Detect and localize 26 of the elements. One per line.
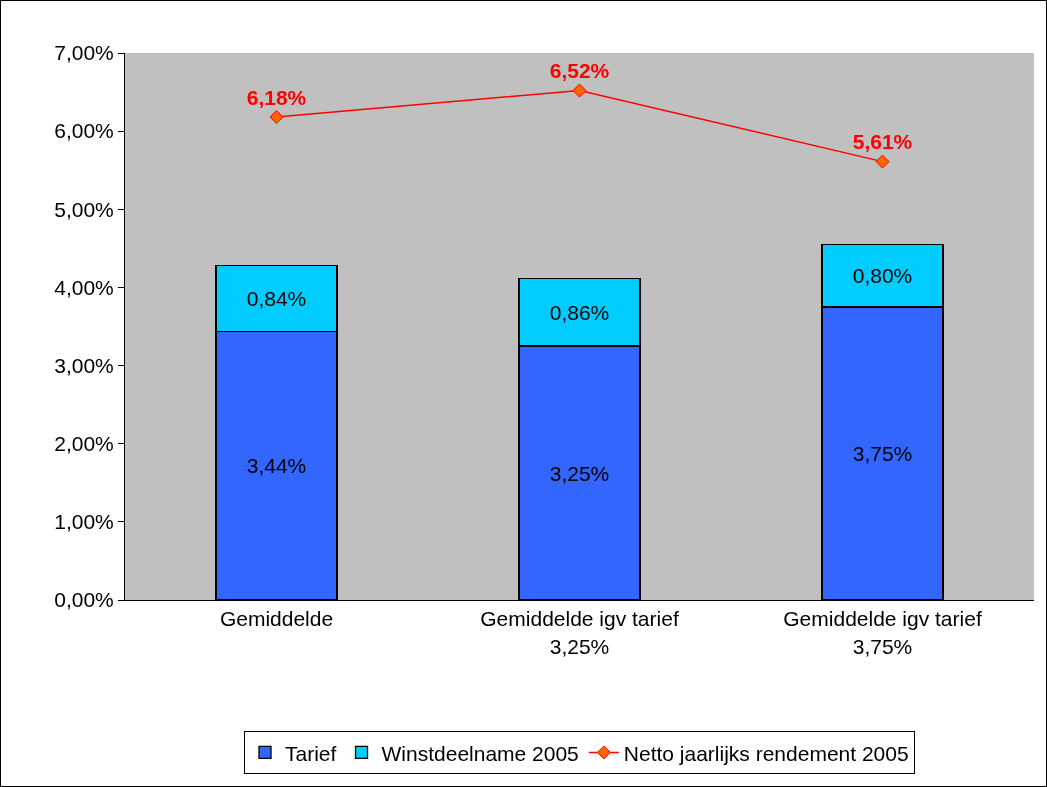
y-tick-label: 5,00%	[54, 197, 114, 221]
y-tick-label: 0,00%	[54, 588, 114, 612]
legend-label: Winstdeelname 2005	[381, 741, 579, 765]
data-label: 3,75%	[852, 441, 913, 465]
y-tick-label: 7,00%	[54, 41, 114, 65]
y-tick-label: 3,00%	[54, 353, 114, 377]
data-label: 0,84%	[246, 286, 307, 310]
data-label: 6,18%	[246, 85, 307, 109]
point	[269, 110, 284, 125]
data-label: 6,52%	[549, 59, 610, 83]
legend-label: Tarief	[285, 741, 337, 765]
data-label: 5,61%	[852, 130, 913, 154]
x-tick-label: Gemiddelde	[219, 607, 334, 631]
x-tick-label: Gemiddelde igv tarief 3,25%	[480, 607, 679, 658]
data-label: 3,44%	[246, 454, 307, 478]
y-tick-label: 1,00%	[54, 510, 114, 534]
data-label: 0,86%	[549, 300, 610, 324]
data-label: 3,25%	[549, 461, 610, 485]
data-label: 0,80%	[852, 264, 913, 288]
x-tick-label: Gemiddelde igv tarief 3,75%	[783, 607, 982, 658]
y-tick-label: 4,00%	[54, 275, 114, 299]
y-tick-label: 6,00%	[54, 119, 114, 143]
legend-label: Netto jaarlijks rendement 2005	[623, 741, 909, 765]
point	[572, 83, 587, 98]
y-tick-label: 2,00%	[54, 432, 114, 456]
point	[875, 154, 890, 169]
